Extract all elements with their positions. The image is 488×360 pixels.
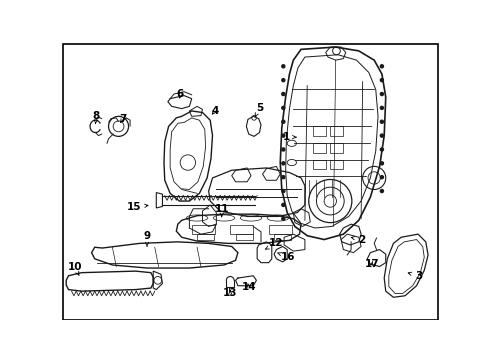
Circle shape [281, 134, 285, 137]
Bar [329, 160, 342, 170]
Text: 4: 4 [211, 106, 218, 116]
Circle shape [380, 78, 383, 82]
Circle shape [380, 134, 383, 137]
Bar [230, 225, 253, 234]
Circle shape [281, 78, 285, 82]
Circle shape [281, 120, 285, 123]
Circle shape [281, 176, 285, 179]
Text: 17: 17 [364, 259, 378, 269]
Bar [329, 143, 342, 153]
Circle shape [380, 176, 383, 179]
Bar [235, 234, 252, 240]
Text: 1: 1 [283, 132, 295, 142]
Bar [274, 234, 290, 240]
Circle shape [281, 106, 285, 109]
Bar [313, 143, 325, 153]
Circle shape [380, 120, 383, 123]
Circle shape [281, 65, 285, 68]
Circle shape [281, 148, 285, 151]
Circle shape [380, 162, 383, 165]
Bar [268, 225, 291, 234]
Circle shape [380, 65, 383, 68]
Bar [197, 234, 214, 240]
Bar [313, 126, 325, 136]
Text: 8: 8 [92, 111, 100, 123]
Circle shape [380, 93, 383, 95]
Circle shape [281, 203, 285, 206]
Text: 13: 13 [223, 288, 237, 298]
Text: 10: 10 [67, 262, 82, 275]
Text: 3: 3 [407, 271, 422, 281]
Text: 11: 11 [214, 204, 228, 217]
Bar [191, 225, 214, 234]
Text: 12: 12 [265, 238, 283, 249]
Text: 5: 5 [255, 103, 263, 116]
Text: 7: 7 [119, 114, 126, 123]
Circle shape [380, 148, 383, 151]
Bar [313, 160, 325, 170]
Text: 9: 9 [143, 231, 150, 246]
Text: 6: 6 [176, 89, 183, 99]
Bar [329, 126, 342, 136]
Text: 15: 15 [126, 202, 148, 212]
Circle shape [380, 106, 383, 109]
Circle shape [281, 189, 285, 193]
Circle shape [281, 162, 285, 165]
Text: 2: 2 [350, 235, 365, 244]
Text: 16: 16 [277, 252, 295, 262]
Circle shape [281, 93, 285, 95]
Text: 14: 14 [241, 282, 256, 292]
Circle shape [380, 189, 383, 193]
Circle shape [281, 217, 285, 220]
